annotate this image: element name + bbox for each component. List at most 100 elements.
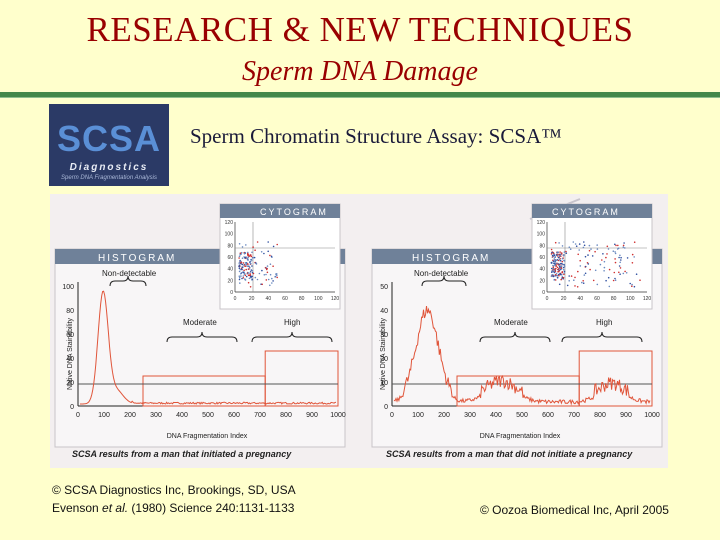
cytogram-point: [612, 250, 615, 252]
moderate-label: Moderate: [494, 318, 528, 327]
cytogram-point: [561, 260, 564, 263]
cytogram-point: [563, 272, 565, 274]
cytogram-point: [631, 262, 634, 264]
cytogram-y-tick: 60: [227, 255, 233, 261]
cytogram-x-tick: 60: [594, 296, 600, 302]
cytogram-point: [631, 253, 634, 256]
cytogram-point: [272, 280, 274, 282]
cytogram-point: [625, 272, 628, 274]
cytogram-label: CYTOGRAM: [552, 207, 620, 217]
cytogram-point: [272, 265, 274, 267]
cytogram-x-tick: 100: [314, 296, 323, 302]
cytogram-point: [568, 246, 571, 248]
cytogram-point: [248, 265, 251, 268]
cytogram-point: [624, 247, 626, 249]
histogram-plot: [391, 282, 653, 407]
cytogram-point: [561, 271, 563, 274]
cytogram-point: [554, 241, 557, 244]
logo-tagline: Diagnostics: [69, 162, 149, 173]
cytogram-point: [556, 277, 559, 279]
cytogram-point: [276, 243, 278, 246]
y-tick-label: 80: [66, 308, 74, 315]
cytogram-point: [561, 257, 564, 260]
cytogram-point: [554, 256, 557, 258]
cytogram-point: [596, 244, 598, 246]
cytogram-point: [602, 253, 604, 255]
cytogram-point: [554, 279, 557, 281]
cytogram-point: [553, 271, 556, 274]
y-tick-label: 50: [380, 284, 388, 291]
cytogram-point: [245, 268, 247, 271]
x-tick-label: 800: [594, 412, 606, 419]
cytogram-point: [241, 277, 243, 280]
cytogram-y-ticks: 120 100 80 60 40 20 0: [537, 220, 546, 296]
cytogram-point: [558, 283, 561, 286]
x-tick-label: 100: [98, 412, 110, 419]
cytogram-point: [562, 254, 565, 257]
cytogram-point: [584, 272, 587, 275]
x-tick-label: 900: [620, 412, 632, 419]
cytogram-point: [584, 255, 587, 258]
credit-oozoa: © Oozoa Biomedical Inc, April 2005: [480, 503, 669, 517]
cytogram-point: [272, 245, 275, 248]
cytogram-point: [239, 282, 241, 284]
cytogram-point: [552, 256, 554, 258]
cytogram-point: [254, 249, 256, 251]
cytogram-header: [220, 204, 340, 218]
cytogram-point: [249, 271, 252, 273]
cytogram-point: [596, 248, 599, 250]
cytogram-point: [239, 259, 241, 262]
title-rule-highlight: [0, 97, 720, 98]
cytogram-point: [566, 284, 569, 287]
cytogram-point: [607, 248, 610, 250]
cytogram-point: [633, 241, 636, 243]
cytogram-point: [603, 260, 606, 263]
non-detectable-label: Non-detectable: [414, 269, 469, 278]
cytogram-x-tick: 40: [578, 296, 584, 302]
cytogram-point: [582, 246, 585, 249]
cytogram-point: [565, 250, 567, 253]
cytogram-point: [574, 276, 576, 279]
cytogram-point: [560, 278, 562, 281]
histogram-label: HISTOGRAM: [412, 253, 490, 264]
cytogram-point: [261, 283, 263, 286]
cytogram-y-tick: 20: [227, 278, 233, 284]
cytogram-point: [558, 274, 560, 277]
cytogram-point: [249, 273, 252, 275]
cytogram-point: [563, 259, 565, 262]
cytogram-point: [606, 253, 608, 255]
cytogram-point: [239, 253, 241, 256]
x-tick-label: 100: [412, 412, 424, 419]
cytogram-point: [583, 244, 586, 247]
cytogram-header: [532, 204, 652, 218]
x-tick-label: 700: [568, 412, 580, 419]
cytogram-point: [239, 268, 242, 271]
cytogram-point: [578, 249, 580, 251]
cytogram-point: [247, 272, 250, 274]
cytogram-point: [244, 278, 247, 281]
non-detectable-label: Non-detectable: [102, 269, 157, 278]
cytogram-point: [614, 279, 617, 281]
cytogram-point: [555, 262, 557, 265]
cytogram-point: [240, 263, 242, 265]
cytogram-point: [616, 248, 619, 250]
cytogram-point: [573, 279, 575, 281]
cytogram-point: [269, 263, 272, 265]
cytogram-point: [244, 257, 246, 259]
cytogram-point: [276, 274, 278, 276]
cytogram-point: [589, 268, 591, 271]
cytogram-point: [241, 257, 244, 259]
cytogram-point: [558, 270, 560, 273]
cytogram-label: CYTOGRAM: [260, 207, 328, 217]
logo-name: SCSA: [56, 118, 162, 159]
cytogram-point: [608, 268, 611, 271]
cytogram-point: [592, 279, 595, 282]
y-tick-label: 0: [70, 404, 74, 411]
cytogram-x-tick: 40: [266, 296, 272, 302]
cytogram-x-tick: 80: [299, 296, 305, 302]
cytogram-x-tick: 120: [643, 296, 652, 302]
cytogram-point: [562, 263, 564, 266]
x-tick-label: 800: [280, 412, 292, 419]
cytogram-plot: [234, 222, 335, 293]
